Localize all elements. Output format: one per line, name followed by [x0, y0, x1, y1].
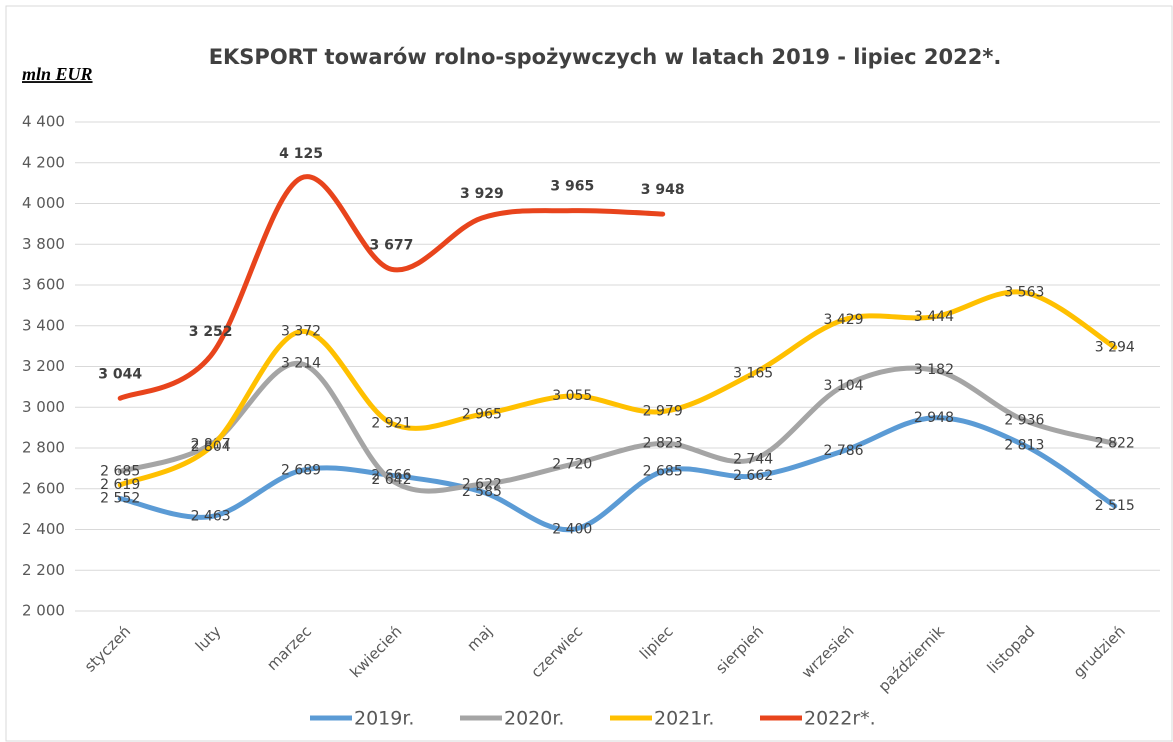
- data-label: 3 252: [189, 324, 233, 340]
- data-label: 3 929: [460, 186, 504, 202]
- data-label: 3 044: [98, 366, 142, 382]
- chart-frame: [5, 5, 1173, 742]
- legend-label: 2021r.: [654, 708, 714, 730]
- data-label: 2 619: [100, 477, 140, 493]
- y-tick-label: 3 200: [22, 357, 65, 375]
- data-label: 2 463: [191, 509, 231, 525]
- data-label: 3 677: [370, 237, 414, 253]
- y-tick-label: 3 600: [22, 276, 65, 294]
- data-label: 3 444: [914, 309, 954, 325]
- data-label: 2 786: [823, 443, 863, 459]
- series-line: [117, 415, 1118, 533]
- data-label: 3 563: [1004, 285, 1044, 301]
- data-label: 2 965: [462, 406, 502, 422]
- y-tick-label: 2 600: [22, 479, 65, 497]
- data-label: 3 372: [281, 323, 321, 339]
- data-label: 2 822: [1095, 436, 1135, 452]
- data-label: 4 125: [279, 146, 323, 162]
- y-tick-label: 4 200: [22, 153, 65, 171]
- y-tick-label: 2 400: [22, 520, 65, 538]
- data-label: 2 720: [552, 456, 592, 472]
- legend-label: 2022r*.: [804, 708, 876, 730]
- legend-label: 2020r.: [504, 708, 564, 730]
- data-label: 2 804: [191, 439, 231, 455]
- data-label: 2 685: [100, 463, 140, 479]
- y-tick-label: 3 000: [22, 398, 65, 416]
- data-label: 2 552: [100, 491, 140, 507]
- y-tick-label: 3 400: [22, 316, 65, 334]
- data-label: 2 642: [371, 472, 411, 488]
- data-label: 2 662: [733, 468, 773, 484]
- legend-label: 2019r.: [354, 708, 414, 730]
- data-label: 2 936: [1004, 412, 1044, 428]
- series-line: [117, 289, 1118, 488]
- data-label: 3 182: [914, 362, 954, 378]
- chart-title: EKSPORT towarów rolno-spożywczych w lata…: [209, 45, 1002, 69]
- y-tick-label: 2 000: [22, 602, 65, 620]
- data-label: 2 948: [914, 410, 954, 426]
- data-label: 2 813: [1004, 437, 1044, 453]
- data-label: 3 429: [823, 312, 863, 328]
- series-line: [117, 174, 666, 401]
- data-label: 3 965: [550, 179, 594, 195]
- data-label: 2 622: [462, 476, 502, 492]
- y-axis-label: mln EUR: [22, 64, 93, 84]
- data-label: 2 689: [281, 463, 321, 479]
- y-tick-label: 4 000: [22, 194, 65, 212]
- y-tick-label: 2 800: [22, 439, 65, 457]
- series-line: [117, 361, 1118, 494]
- y-tick-label: 3 800: [22, 235, 65, 253]
- data-label: 3 948: [641, 182, 685, 198]
- data-label: 2 685: [643, 463, 683, 479]
- data-label: 2 744: [733, 451, 773, 467]
- y-tick-label: 4 400: [22, 113, 65, 131]
- data-label: 2 400: [552, 522, 592, 538]
- data-label: 2 823: [643, 435, 683, 451]
- data-label: 2 979: [643, 404, 683, 420]
- y-tick-label: 2 200: [22, 561, 65, 579]
- data-label: 3 165: [733, 366, 773, 382]
- data-label: 3 055: [552, 388, 592, 404]
- data-label: 2 921: [371, 415, 411, 431]
- data-label: 3 294: [1095, 339, 1135, 355]
- data-label: 2 515: [1095, 498, 1135, 514]
- data-label: 3 104: [823, 378, 863, 394]
- data-label: 3 214: [281, 356, 321, 372]
